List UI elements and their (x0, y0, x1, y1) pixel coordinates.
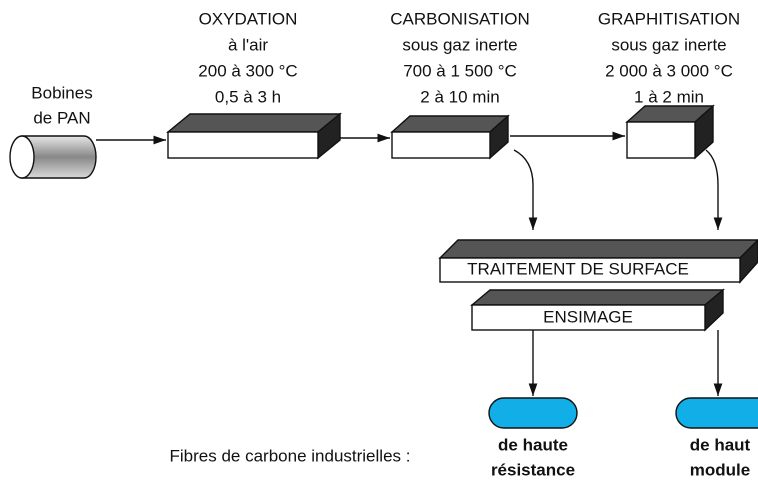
product-label: module (690, 460, 750, 479)
graphitisation-furnace (625, 104, 715, 160)
product-label: résistance (491, 460, 575, 479)
step-title: CARBONISATION (390, 9, 529, 28)
step-detail: 0,5 à 3 h (215, 87, 281, 106)
step-detail: 2 à 10 min (420, 87, 499, 106)
source-label: de PAN (33, 108, 90, 127)
output-caption: Fibres de carbone industrielles : (170, 446, 411, 465)
source-label: Bobines (31, 83, 92, 102)
carbonisation-furnace (390, 114, 510, 160)
step-detail: sous gaz inerte (402, 35, 517, 54)
surface-treatment-slab (438, 239, 758, 284)
step-detail: à l'air (228, 35, 268, 54)
oxidation-furnace (166, 112, 342, 160)
product-label: de haute (498, 435, 568, 454)
step-detail: 2 000 à 3 000 °C (605, 61, 733, 80)
pan-spool (9, 135, 97, 179)
sizing-slab (470, 288, 725, 332)
treatment-label: TRAITEMENT DE SURFACE (467, 259, 689, 278)
step-detail: sous gaz inerte (611, 35, 726, 54)
step-detail: 700 à 1 500 °C (403, 61, 517, 80)
step-detail: 200 à 300 °C (198, 61, 297, 80)
treatment-label: ENSIMAGE (543, 307, 633, 326)
product-pill (675, 397, 758, 429)
step-title: GRAPHITISATION (598, 9, 740, 28)
step-title: OXYDATION (199, 9, 298, 28)
step-detail: 1 à 2 min (634, 87, 704, 106)
product-label: de haut (690, 435, 751, 454)
arrow (705, 149, 723, 230)
arrow (513, 149, 538, 230)
product-pill (488, 397, 578, 429)
